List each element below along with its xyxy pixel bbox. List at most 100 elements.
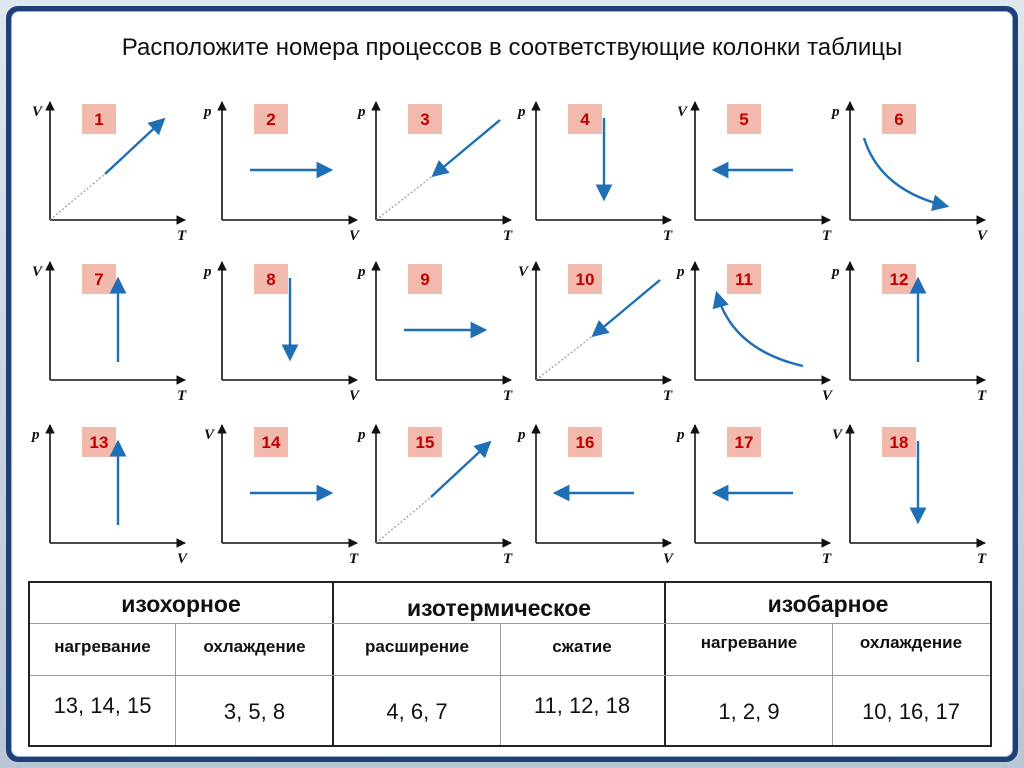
x-axis-label: V (822, 388, 834, 404)
process-number-badge (254, 264, 288, 294)
subheader-isochoric-cooling: охлаждение (203, 637, 306, 656)
graph-1: V T 1 (32, 101, 187, 244)
table-divider (30, 675, 990, 676)
process-arrow (712, 290, 804, 368)
process-number-badge (727, 104, 761, 134)
y-axis-label: p (202, 264, 212, 280)
process-number: 1 (94, 110, 103, 129)
process-number-badge (408, 427, 442, 457)
subheader-isochoric-heating: нагревание (54, 637, 151, 656)
y-axis-label: p (356, 427, 366, 443)
table-divider (832, 623, 833, 745)
process-number: 16 (576, 433, 595, 452)
group-header-isobaric: изобарное (767, 591, 889, 617)
process-number: 15 (416, 433, 435, 452)
y-axis-label: p (830, 264, 840, 280)
extrapolation-line (49, 173, 106, 221)
y-axis-label: p (356, 104, 366, 120)
y-axis-label: V (32, 104, 44, 120)
process-arrow (591, 279, 661, 338)
y-axis-label: p (675, 427, 685, 443)
graph-17: p T 17 (675, 424, 832, 567)
process-number-badge (254, 427, 288, 457)
answer-isothermal-expansion: 4, 6, 7 (386, 699, 448, 724)
x-axis-label: T (503, 388, 513, 404)
y-axis-label: p (516, 104, 526, 120)
process-number-badge (568, 104, 602, 134)
process-number-badge (254, 104, 288, 134)
table-divider (664, 583, 666, 745)
process-number: 9 (420, 270, 429, 289)
extrapolation-line (535, 334, 595, 381)
x-axis-label: T (977, 551, 987, 567)
process-number: 17 (735, 433, 754, 452)
graph-10: V T 10 (518, 261, 673, 404)
process-number: 5 (739, 110, 748, 129)
process-number: 3 (420, 110, 429, 129)
x-axis-label: T (177, 388, 187, 404)
y-axis-label: V (32, 264, 44, 280)
process-number: 14 (262, 433, 281, 452)
graph-2: p V 2 (202, 101, 361, 244)
process-number: 2 (266, 110, 275, 129)
graph-13: p V 13 (30, 424, 189, 567)
y-axis-label: p (30, 427, 40, 443)
process-number-badge (727, 264, 761, 294)
graph-4: p T 4 (516, 101, 673, 244)
process-number-badge (568, 264, 602, 294)
extrapolation-line (375, 174, 435, 221)
y-axis-label: p (830, 104, 840, 120)
process-number: 6 (894, 110, 903, 129)
graph-16: p V 16 (516, 424, 675, 567)
process-arrow (431, 119, 501, 178)
y-axis-label: V (677, 104, 689, 120)
process-arrow (104, 117, 166, 175)
x-axis-label: T (977, 388, 987, 404)
table-divider (175, 623, 176, 745)
x-axis-label: T (822, 228, 832, 244)
table-divider (500, 623, 501, 745)
process-number-badge (727, 427, 761, 457)
subheader-isobaric-cooling: охлаждение (859, 633, 963, 652)
graph-14: V T 14 (204, 424, 359, 567)
process-arrow (430, 440, 492, 498)
x-axis-label: V (177, 551, 189, 567)
process-number: 18 (890, 433, 909, 452)
y-axis-label: p (516, 427, 526, 443)
answer-isobaric-heating: 1, 2, 9 (718, 699, 780, 724)
subheader-isothermal-expansion: расширение (365, 637, 469, 656)
graph-11: p V 11 (675, 261, 834, 404)
graph-18: V T 18 (832, 424, 987, 567)
graph-8: p V 8 (202, 261, 361, 404)
answer-isothermal-compression: 11, 12, 18 (533, 693, 631, 718)
graph-7: V T 7 (32, 261, 187, 404)
y-axis-label: V (832, 427, 844, 443)
x-axis-label: T (663, 228, 673, 244)
y-axis-label: V (518, 264, 530, 280)
graph-5: V T 5 (677, 101, 832, 244)
process-number: 4 (580, 110, 590, 129)
y-axis-label: p (356, 264, 366, 280)
x-axis-label: V (977, 228, 989, 244)
process-number: 11 (735, 270, 753, 289)
y-axis-label: p (675, 264, 685, 280)
table-divider (30, 623, 990, 624)
subheader-isothermal-compression: сжатие (552, 637, 612, 656)
x-axis-label: T (177, 228, 187, 244)
process-number-badge (408, 264, 442, 294)
process-number: 13 (90, 433, 109, 452)
page-title: Расположите номера процессов в соответст… (121, 34, 903, 61)
x-axis-label: V (349, 228, 361, 244)
x-axis-label: T (503, 228, 513, 244)
answer-isochoric-cooling: 3, 5, 8 (223, 699, 286, 724)
y-axis-label: V (204, 427, 216, 443)
group-header-isothermal: изотермическое (406, 595, 592, 621)
graph-6: p V 6 (830, 101, 989, 244)
process-number-badge (882, 104, 916, 134)
process-number-badge (82, 104, 116, 134)
x-axis-label: V (663, 551, 675, 567)
x-axis-label: T (822, 551, 832, 567)
x-axis-label: V (349, 388, 361, 404)
process-number: 8 (266, 270, 275, 289)
